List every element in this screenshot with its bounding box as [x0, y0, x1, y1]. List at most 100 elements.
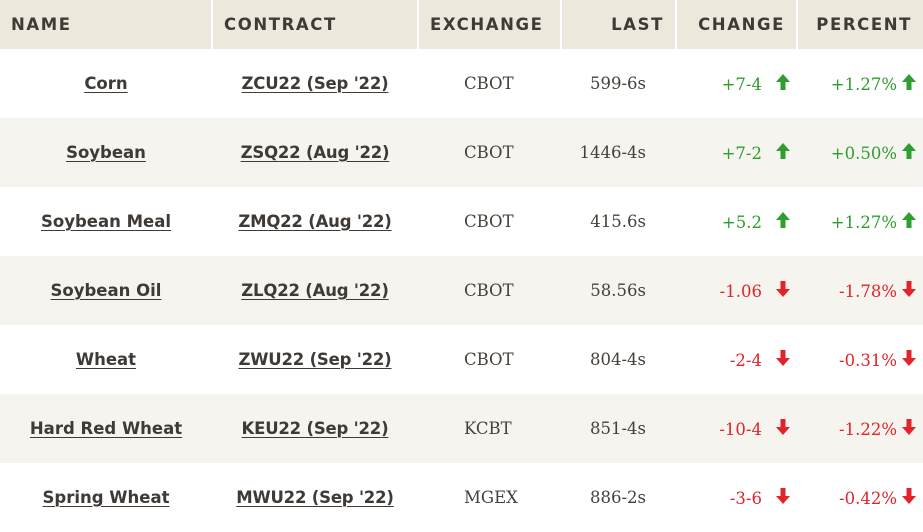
contract-cell: KEU22 (Sep '22): [212, 394, 418, 463]
change-cell: +7-4: [676, 49, 797, 118]
change-arrow-up-icon: [776, 74, 790, 90]
percent-value: -0.31%: [839, 350, 897, 370]
percent-cell: +1.27%: [797, 187, 923, 256]
commodity-name-link[interactable]: Corn: [84, 73, 128, 93]
percent-cell: -0.31%: [797, 325, 923, 394]
column-header-contract[interactable]: CONTRACT: [212, 0, 419, 49]
change-value: -2-4: [729, 350, 762, 370]
percent-value: +1.27%: [830, 212, 897, 232]
change-arrow-down-icon: [776, 419, 790, 435]
exchange-cell: CBOT: [418, 187, 561, 256]
name-cell: Corn: [0, 49, 212, 118]
contract-cell: ZCU22 (Sep '22): [212, 49, 418, 118]
percent-value: -0.42%: [839, 488, 897, 508]
commodity-name-link[interactable]: Spring Wheat: [42, 487, 170, 507]
change-value: -3-6: [729, 488, 762, 508]
contract-link[interactable]: ZLQ22 (Aug '22): [241, 280, 389, 300]
contract-cell: ZSQ22 (Aug '22): [212, 118, 418, 187]
table-row: Soybean Oil ZLQ22 (Aug '22) CBOT 58.56s …: [0, 256, 923, 325]
commodity-name-link[interactable]: Soybean Oil: [50, 280, 162, 300]
contract-link[interactable]: ZCU22 (Sep '22): [241, 73, 389, 93]
table-header: NAME CONTRACT EXCHANGE LAST CHANGE PERCE…: [0, 0, 923, 49]
percent-arrow-up-icon: [902, 212, 916, 228]
change-cell: +5.2: [676, 187, 797, 256]
change-cell: -3-6: [676, 463, 797, 532]
percent-cell: -0.42%: [797, 463, 923, 532]
commodity-name-link[interactable]: Hard Red Wheat: [29, 418, 183, 438]
column-header-last[interactable]: LAST: [561, 0, 677, 49]
last-price-cell: 804-4s: [561, 325, 676, 394]
name-cell: Soybean Meal: [0, 187, 212, 256]
contract-link[interactable]: KEU22 (Sep '22): [241, 418, 389, 438]
last-price-cell: 886-2s: [561, 463, 676, 532]
exchange-cell: KCBT: [418, 394, 561, 463]
change-arrow-down-icon: [776, 281, 790, 297]
percent-arrow-up-icon: [902, 143, 916, 159]
change-value: +7-4: [721, 74, 762, 94]
exchange-cell: CBOT: [418, 325, 561, 394]
exchange-cell: MGEX: [418, 463, 561, 532]
table-row: Corn ZCU22 (Sep '22) CBOT 599-6s +7-4 +1…: [0, 49, 923, 118]
percent-arrow-down-icon: [902, 281, 916, 297]
contract-link[interactable]: ZMQ22 (Aug '22): [238, 211, 392, 231]
contract-cell: ZLQ22 (Aug '22): [212, 256, 418, 325]
percent-cell: +1.27%: [797, 49, 923, 118]
table-row: Spring Wheat MWU22 (Sep '22) MGEX 886-2s…: [0, 463, 923, 532]
exchange-cell: CBOT: [418, 49, 561, 118]
change-arrow-down-icon: [776, 488, 790, 504]
change-value: +7-2: [721, 143, 762, 163]
name-cell: Soybean Oil: [0, 256, 212, 325]
contract-cell: MWU22 (Sep '22): [212, 463, 418, 532]
last-price-cell: 415.6s: [561, 187, 676, 256]
column-header-change[interactable]: CHANGE: [676, 0, 798, 49]
name-cell: Spring Wheat: [0, 463, 212, 532]
change-cell: -1.06: [676, 256, 797, 325]
commodity-name-link[interactable]: Soybean Meal: [40, 211, 171, 231]
column-header-exchange[interactable]: EXCHANGE: [418, 0, 562, 49]
change-cell: -2-4: [676, 325, 797, 394]
change-value: +5.2: [721, 212, 762, 232]
table-body: Corn ZCU22 (Sep '22) CBOT 599-6s +7-4 +1…: [0, 49, 923, 532]
change-value: -10-4: [719, 419, 762, 439]
name-cell: Hard Red Wheat: [0, 394, 212, 463]
contract-cell: ZMQ22 (Aug '22): [212, 187, 418, 256]
contract-link[interactable]: ZSQ22 (Aug '22): [240, 142, 390, 162]
last-price-cell: 851-4s: [561, 394, 676, 463]
change-arrow-up-icon: [776, 212, 790, 228]
change-cell: +7-2: [676, 118, 797, 187]
change-arrow-up-icon: [776, 143, 790, 159]
column-header-percent[interactable]: PERCENT: [797, 0, 923, 49]
table-row: Soybean ZSQ22 (Aug '22) CBOT 1446-4s +7-…: [0, 118, 923, 187]
percent-value: +1.27%: [830, 74, 897, 94]
percent-arrow-down-icon: [902, 419, 916, 435]
last-price-cell: 599-6s: [561, 49, 676, 118]
percent-arrow-down-icon: [902, 350, 916, 366]
change-cell: -10-4: [676, 394, 797, 463]
percent-arrow-up-icon: [902, 74, 916, 90]
header-row: NAME CONTRACT EXCHANGE LAST CHANGE PERCE…: [0, 0, 923, 49]
percent-arrow-down-icon: [902, 488, 916, 504]
last-price-cell: 1446-4s: [561, 118, 676, 187]
exchange-cell: CBOT: [418, 118, 561, 187]
percent-cell: -1.22%: [797, 394, 923, 463]
percent-cell: +0.50%: [797, 118, 923, 187]
column-header-name[interactable]: NAME: [0, 0, 213, 49]
table-row: Soybean Meal ZMQ22 (Aug '22) CBOT 415.6s…: [0, 187, 923, 256]
change-value: -1.06: [719, 281, 762, 301]
commodity-name-link[interactable]: Wheat: [75, 349, 137, 369]
contract-link[interactable]: MWU22 (Sep '22): [236, 487, 394, 507]
percent-value: -1.78%: [839, 281, 897, 301]
name-cell: Wheat: [0, 325, 212, 394]
contract-link[interactable]: ZWU22 (Sep '22): [238, 349, 392, 369]
percent-value: -1.22%: [839, 419, 897, 439]
name-cell: Soybean: [0, 118, 212, 187]
contract-cell: ZWU22 (Sep '22): [212, 325, 418, 394]
table-row: Wheat ZWU22 (Sep '22) CBOT 804-4s -2-4 -…: [0, 325, 923, 394]
table-row: Hard Red Wheat KEU22 (Sep '22) KCBT 851-…: [0, 394, 923, 463]
last-price-cell: 58.56s: [561, 256, 676, 325]
exchange-cell: CBOT: [418, 256, 561, 325]
commodity-name-link[interactable]: Soybean: [66, 142, 146, 162]
percent-cell: -1.78%: [797, 256, 923, 325]
percent-value: +0.50%: [830, 143, 897, 163]
